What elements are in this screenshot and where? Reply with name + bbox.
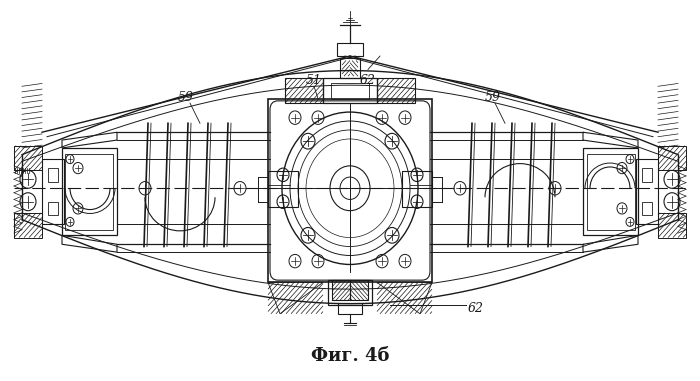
Bar [340, 58, 360, 78]
Bar [268, 99, 432, 282]
Bar [342, 61, 350, 76]
Bar [337, 43, 363, 56]
Bar [350, 280, 368, 300]
Bar [48, 168, 58, 181]
Text: 59: 59 [178, 91, 194, 104]
Bar [331, 83, 369, 99]
Bar [587, 154, 635, 230]
Bar [48, 202, 58, 215]
Bar [62, 148, 117, 235]
Bar [636, 159, 658, 224]
Text: Фиг. 4б: Фиг. 4б [311, 347, 389, 365]
Bar [338, 303, 362, 314]
Bar [658, 146, 686, 170]
Bar [268, 171, 298, 207]
Bar [323, 78, 377, 103]
Text: 51: 51 [306, 74, 322, 87]
Bar [642, 202, 652, 215]
Bar [328, 280, 372, 305]
Bar [583, 148, 638, 235]
Bar [285, 78, 323, 103]
Text: 62: 62 [468, 301, 484, 315]
Bar [65, 154, 113, 230]
Bar [658, 213, 686, 238]
Text: 59: 59 [485, 91, 501, 104]
Bar [14, 213, 42, 238]
Bar [350, 61, 358, 76]
Bar [332, 280, 350, 300]
Text: 62: 62 [360, 74, 376, 87]
Bar [377, 78, 415, 103]
Bar [42, 159, 64, 224]
Bar [402, 171, 432, 207]
Bar [14, 146, 42, 170]
Bar [642, 168, 652, 181]
